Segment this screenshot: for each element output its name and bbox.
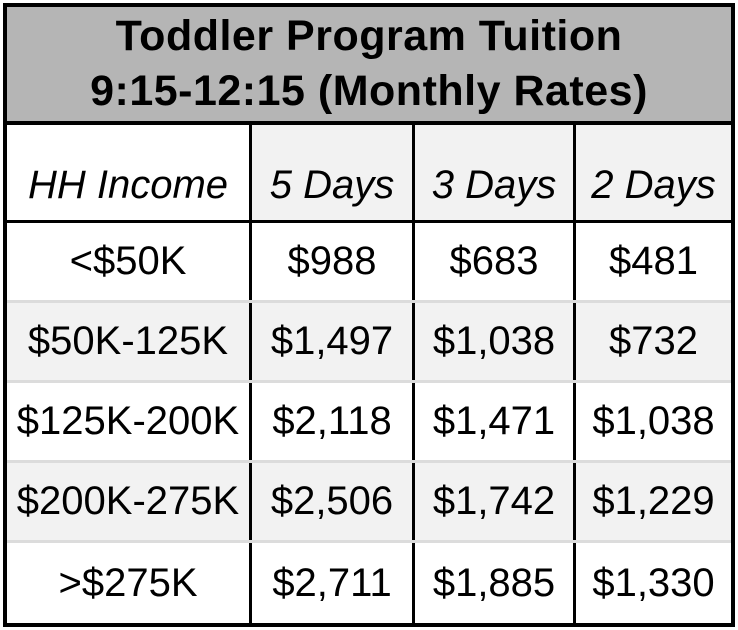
- cell-income: $200K-275K: [16, 479, 240, 523]
- table-title-line1: Toddler Program Tuition: [115, 12, 623, 60]
- table-row: <$50K $988 $683 $481: [7, 223, 731, 303]
- cell-2-days: $1,038: [573, 383, 731, 460]
- header-hh-income: HH Income: [7, 125, 249, 220]
- table-title-line2: 9:15-12:15 (Monthly Rates): [90, 67, 648, 115]
- cell-income: $125K-200K: [16, 399, 240, 443]
- table-header-row: HH Income 5 Days 3 Days 2 Days: [7, 125, 731, 223]
- cell-3-days: $1,471: [412, 383, 573, 460]
- cell-income: <$50K: [69, 239, 187, 283]
- cell-3-days: $1,038: [412, 303, 573, 380]
- cell-3-days: $1,885: [412, 543, 573, 623]
- cell-2-days: $481: [573, 223, 731, 300]
- header-5-days: 5 Days: [249, 125, 412, 220]
- cell-income: >$275K: [58, 560, 198, 605]
- cell-2-days: $732: [573, 303, 731, 380]
- table-row: >$275K $2,711 $1,885 $1,330: [7, 543, 731, 623]
- cell-3-days: $1,742: [412, 463, 573, 540]
- table-title: Toddler Program Tuition 9:15-12:15 (Mont…: [7, 7, 731, 125]
- cell-5-days: $988: [249, 223, 412, 300]
- cell-5-days: $2,711: [249, 543, 412, 623]
- table-row: $200K-275K $2,506 $1,742 $1,229: [7, 463, 731, 543]
- cell-5-days: $1,497: [249, 303, 412, 380]
- header-3-days: 3 Days: [412, 125, 573, 220]
- cell-2-days: $1,330: [573, 543, 731, 623]
- tuition-table: Toddler Program Tuition 9:15-12:15 (Mont…: [3, 3, 735, 627]
- header-2-days: 2 Days: [573, 125, 731, 220]
- table-row: $125K-200K $2,118 $1,471 $1,038: [7, 383, 731, 463]
- cell-3-days: $683: [412, 223, 573, 300]
- cell-income: $50K-125K: [27, 319, 229, 363]
- cell-2-days: $1,229: [573, 463, 731, 540]
- table-row: $50K-125K $1,497 $1,038 $732: [7, 303, 731, 383]
- cell-5-days: $2,506: [249, 463, 412, 540]
- cell-5-days: $2,118: [249, 383, 412, 460]
